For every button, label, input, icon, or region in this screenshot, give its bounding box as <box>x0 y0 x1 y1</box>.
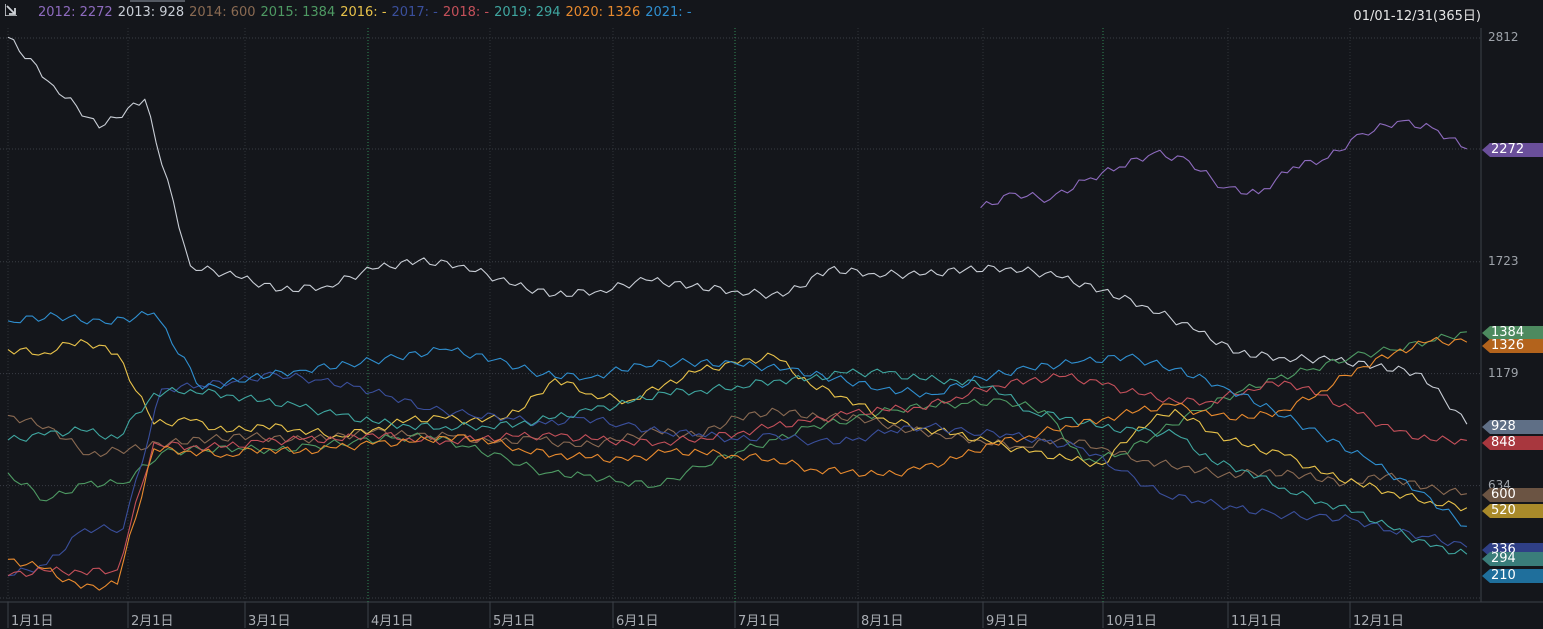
x-tick-label: 9月1日 <box>986 614 1029 629</box>
legend-item-2013[interactable]: 2013: 928 <box>117 5 185 20</box>
collapse-arrow-icon[interactable] <box>5 4 17 16</box>
end-value-tag: 520 <box>1482 504 1543 518</box>
end-value-tag: 1326 <box>1482 339 1543 353</box>
series-line-2020[interactable] <box>7 336 1468 591</box>
end-value-tag: 1384 <box>1482 326 1543 340</box>
series-line-2016[interactable] <box>7 339 1468 512</box>
series-line-2018[interactable] <box>7 373 1467 577</box>
x-tick-label: 11月1日 <box>1231 614 1282 629</box>
date-range: 01/01-12/31(365日) <box>1353 9 1481 24</box>
series-line-2021[interactable] <box>7 310 1467 527</box>
end-value-tag: 848 <box>1482 436 1543 450</box>
x-tick-label: 5月1日 <box>493 614 536 629</box>
legend-item-2015[interactable]: 2015: 1384 <box>260 5 336 20</box>
tab-indicator <box>130 0 185 2</box>
end-value-tag: 210 <box>1482 569 1543 583</box>
series-line-2019[interactable] <box>7 368 1468 555</box>
end-value-tag: 600 <box>1482 488 1543 502</box>
legend-item-2017[interactable]: 2017: - <box>391 5 438 20</box>
y-tick-label: 2812 <box>1488 30 1519 44</box>
x-tick-label: 2月1日 <box>131 614 174 629</box>
series-line-2012[interactable] <box>980 119 1468 209</box>
legend-item-2020[interactable]: 2020: 1326 <box>565 5 641 20</box>
series-line-2015[interactable] <box>7 331 1467 502</box>
y-tick-label: 1179 <box>1488 365 1519 380</box>
end-value-tag: 2272 <box>1482 143 1543 157</box>
legend-item-2018[interactable]: 2018: - <box>442 5 490 20</box>
legend: 2012: 2272 2013: 928 2014: 600 2015: 1384 20… <box>38 5 697 20</box>
x-tick-label: 7月1日 <box>738 614 781 629</box>
x-tick-label: 1月1日 <box>11 614 54 629</box>
legend-item-2016[interactable]: 2016: - <box>340 5 387 20</box>
x-tick-label: 8月1日 <box>861 614 904 629</box>
end-value-tag: 294 <box>1482 552 1543 566</box>
series-line-2014[interactable] <box>7 407 1467 496</box>
chart-header: 2012: 2272 2013: 928 2014: 600 2015: 1384 20… <box>0 0 1543 26</box>
legend-item-2019[interactable]: 2019: 294 <box>494 5 561 20</box>
x-tick-label: 12月1日 <box>1353 614 1404 629</box>
series-line-2017[interactable] <box>7 371 1468 577</box>
x-tick-label: 4月1日 <box>371 614 414 629</box>
end-value-tag: 928 <box>1482 420 1543 434</box>
legend-item-2021[interactable]: 2021: - <box>645 5 692 20</box>
legend-item-2014[interactable]: 2014: 600 <box>189 5 256 20</box>
x-tick-label: 3月1日 <box>248 614 291 629</box>
x-tick-label: 6月1日 <box>616 614 659 629</box>
series-line-2013[interactable] <box>7 36 1468 425</box>
legend-item-2012[interactable]: 2012: 2272 <box>38 5 113 20</box>
y-tick-label: 1723 <box>1488 253 1519 268</box>
x-tick-label: 10月1日 <box>1106 614 1157 629</box>
